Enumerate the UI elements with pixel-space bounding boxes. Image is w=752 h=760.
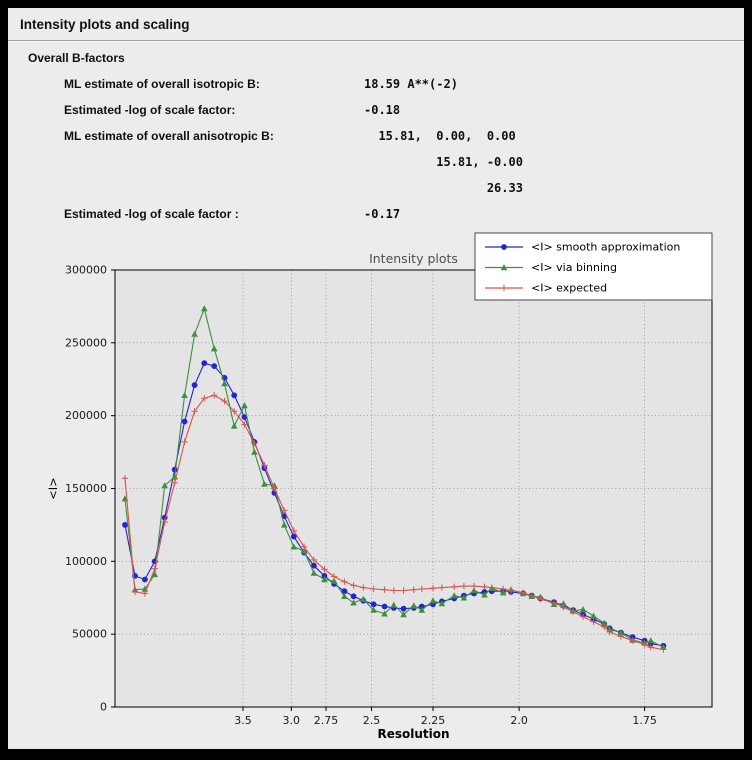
bfactor-row-anisotropic-1: ML estimate of overall anisotropic B: 15…: [64, 123, 744, 149]
svg-text:50000: 50000: [72, 628, 107, 641]
intensity-plots-window: Intensity plots and scaling Overall B-fa…: [8, 8, 744, 749]
bfactor-row-log-scale-2: Estimated -log of scale factor : -0.17: [64, 201, 744, 227]
x-axis-label: Resolution: [377, 727, 449, 741]
svg-text:3.0: 3.0: [283, 714, 301, 727]
section-heading-overall-b-factors: Overall B-factors: [28, 51, 125, 65]
svg-text:0: 0: [100, 701, 107, 714]
svg-text:2.75: 2.75: [314, 714, 339, 727]
bfactor-row-log-scale-1: Estimated -log of scale factor: -0.18: [64, 97, 744, 123]
svg-text:300000: 300000: [65, 264, 107, 277]
bfactor-label: Estimated -log of scale factor:: [64, 103, 236, 117]
bfactor-report: ML estimate of overall isotropic B: 18.5…: [8, 71, 744, 227]
svg-text:2.25: 2.25: [421, 714, 446, 727]
chart-canvas: 0 50000 100000 150000 200000 250000 300000 3.5 3…: [46, 232, 713, 741]
bfactor-label: ML estimate of overall isotropic B:: [64, 77, 260, 91]
y-axis-label: <I>: [46, 477, 60, 500]
svg-text:<I> via binning: <I> via binning: [531, 261, 617, 274]
svg-text:3.5: 3.5: [234, 714, 252, 727]
svg-text:<I> expected: <I> expected: [531, 282, 607, 295]
svg-text:150000: 150000: [65, 482, 107, 495]
chart-title: Intensity plots: [369, 251, 458, 266]
svg-text:2.0: 2.0: [510, 714, 527, 727]
svg-text:200000: 200000: [65, 409, 107, 422]
intensity-plot-chart: 0 50000 100000 150000 200000 250000 300000 3.5 3…: [43, 226, 733, 748]
bfactor-row-isotropic: ML estimate of overall isotropic B: 18.5…: [64, 71, 744, 97]
bfactor-label: Estimated -log of scale factor :: [64, 207, 239, 221]
bfactor-value: 18.59 A**(-2): [364, 77, 458, 91]
page-title: Intensity plots and scaling: [8, 8, 744, 41]
bfactor-label: ML estimate of overall anisotropic B:: [64, 129, 274, 143]
bfactor-row-anisotropic-3: 26.33: [64, 175, 744, 201]
bfactor-row-anisotropic-2: 15.81, -0.00: [64, 149, 744, 175]
bfactor-value: 15.81, 0.00, 0.00: [364, 129, 516, 143]
bfactor-value: 15.81, -0.00: [364, 155, 523, 169]
bfactor-value: -0.17: [364, 207, 401, 221]
bfactor-value: 26.33: [364, 181, 523, 195]
svg-text:1.75: 1.75: [632, 714, 657, 727]
plot-background: [115, 270, 712, 707]
chart-legend: <I> smooth approximation <I> via binning <…: [474, 232, 713, 301]
svg-text:2.5: 2.5: [363, 714, 381, 727]
series-2: [121, 392, 667, 653]
axis-ticks: 0 50000 100000 150000 200000 250000 300000 3.5 3…: [65, 264, 657, 728]
svg-text:250000: 250000: [65, 336, 107, 349]
svg-text:100000: 100000: [65, 555, 107, 568]
bfactor-value: -0.18: [364, 103, 401, 117]
svg-text:<I> smooth approximation: <I> smooth approximation: [531, 241, 680, 254]
